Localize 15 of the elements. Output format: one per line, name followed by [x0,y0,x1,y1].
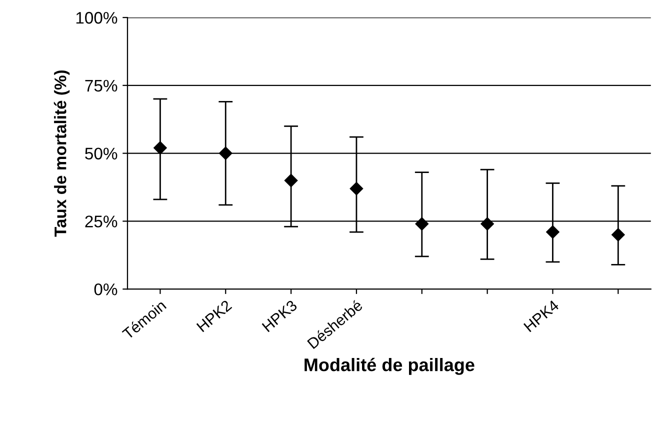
y-tick-label: 0% [94,283,118,296]
y-axis-title: Taux de mortalité (%) [54,70,70,237]
point [154,141,167,154]
point [480,217,494,230]
point [415,217,428,230]
y-tick-label: 25% [85,216,118,228]
point [284,174,298,188]
point [612,228,625,242]
y-tick-label: 50% [85,148,118,160]
x-axis-title: Modalité de paillage [304,358,474,375]
y-tick-label: 100% [76,12,118,24]
point [350,182,364,196]
y-tick-label: 75% [85,80,118,92]
point [546,225,560,239]
point [219,146,232,160]
